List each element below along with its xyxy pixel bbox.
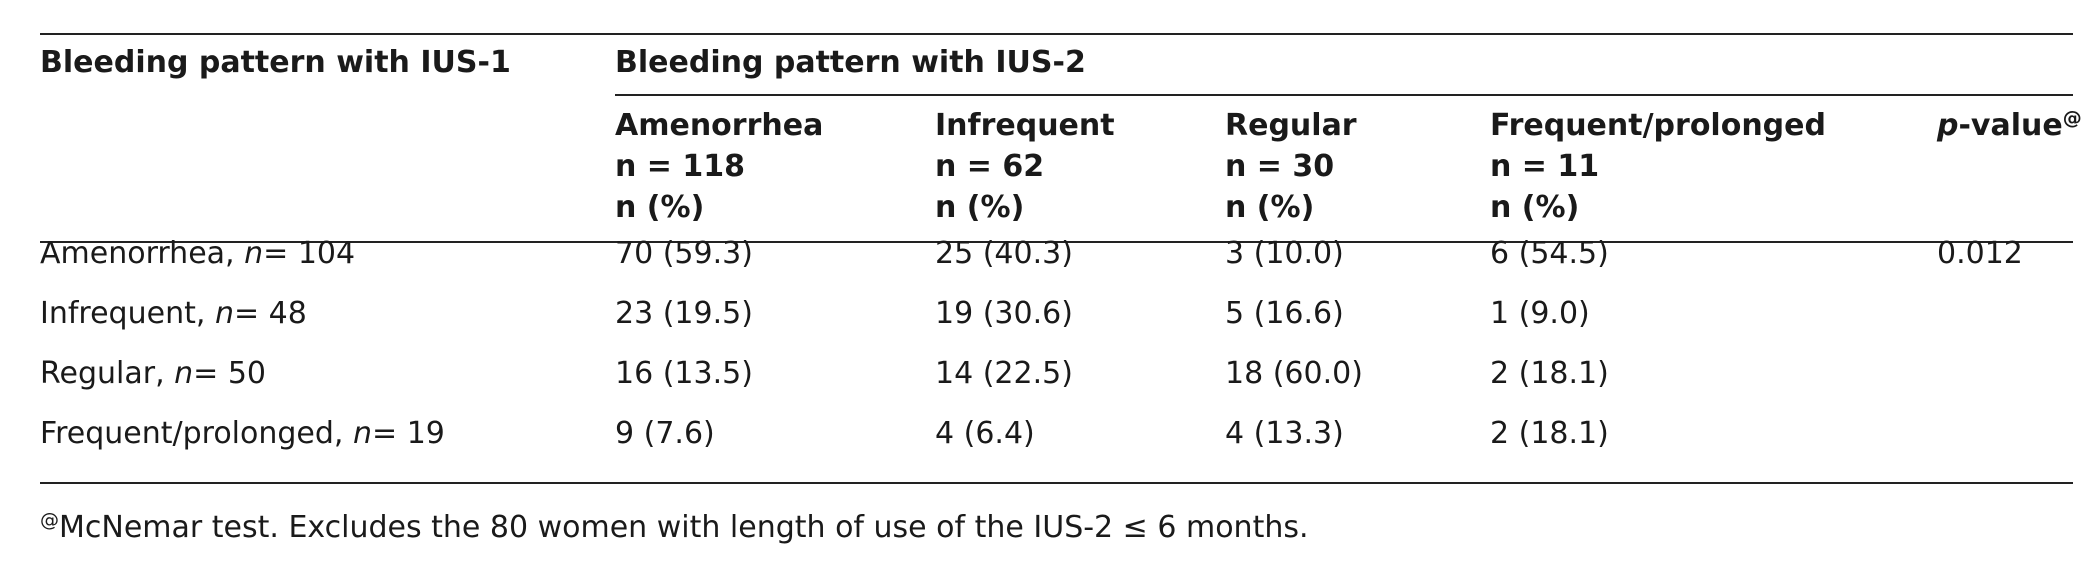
row-n-symbol: n: [214, 296, 234, 331]
row-label-text: Regular,: [40, 356, 165, 391]
cell: 1 (9.0): [1490, 296, 1590, 331]
row-n-value: = 50: [193, 356, 267, 391]
column-group-header: Bleeding pattern with IUS-2: [615, 45, 1086, 80]
column-name: Regular: [1225, 108, 1357, 143]
column-n: n = 118: [615, 149, 746, 184]
row-label-text: Amenorrhea,: [40, 236, 235, 271]
cell: 6 (54.5): [1490, 236, 1609, 271]
column-unit: n (%): [1225, 190, 1315, 225]
cell: 4 (13.3): [1225, 416, 1344, 451]
row-label: Regular, n= 50: [40, 356, 266, 392]
column-n: n = 62: [935, 149, 1045, 184]
cell: 70 (59.3): [615, 236, 753, 271]
row-label: Amenorrhea, n= 104: [40, 236, 355, 272]
row-header: Bleeding pattern with IUS-1: [40, 45, 511, 80]
p-value: 0.012: [1937, 236, 2023, 271]
header-rule: [40, 241, 2073, 243]
p-value-header: p-value@: [1937, 108, 2082, 144]
cell: 19 (30.6): [935, 296, 1073, 331]
column-name: Frequent/prolonged: [1490, 108, 1826, 143]
cell: 18 (60.0): [1225, 356, 1363, 391]
cell: 4 (6.4): [935, 416, 1035, 451]
column-n: n = 30: [1225, 149, 1335, 184]
cell: 2 (18.1): [1490, 416, 1609, 451]
row-n-symbol: n: [244, 236, 264, 271]
row-label: Frequent/prolonged, n= 19: [40, 416, 445, 452]
p-text: -value: [1958, 108, 2063, 143]
cell: 23 (19.5): [615, 296, 753, 331]
cell: 14 (22.5): [935, 356, 1073, 391]
row-n-value: = 104: [263, 236, 356, 271]
row-label: Infrequent, n= 48: [40, 296, 307, 332]
column-unit: n (%): [615, 190, 705, 225]
cell: 9 (7.6): [615, 416, 715, 451]
cell: 25 (40.3): [935, 236, 1073, 271]
p-symbol: p: [1937, 108, 1959, 143]
bottom-rule: [40, 482, 2073, 484]
p-superscript: @: [2062, 107, 2082, 129]
row-label-text: Frequent/prolonged,: [40, 416, 344, 451]
column-unit: n (%): [1490, 190, 1580, 225]
row-n-value: = 48: [233, 296, 307, 331]
row-n-value: = 19: [372, 416, 445, 451]
column-name: Amenorrhea: [615, 108, 824, 143]
row-label-text: Infrequent,: [40, 296, 206, 331]
cell: 3 (10.0): [1225, 236, 1344, 271]
footnote: @McNemar test. Excludes the 80 women wit…: [40, 510, 1309, 546]
row-n-symbol: n: [174, 356, 194, 391]
cell: 2 (18.1): [1490, 356, 1609, 391]
group-rule: [615, 94, 2073, 96]
footnote-superscript: @: [40, 509, 59, 531]
column-name: Infrequent: [935, 108, 1115, 143]
row-n-symbol: n: [353, 416, 373, 451]
cell: 16 (13.5): [615, 356, 753, 391]
column-unit: n (%): [935, 190, 1025, 225]
footnote-text: McNemar test. Excludes the 80 women with…: [59, 510, 1309, 545]
top-rule: [40, 33, 2073, 35]
column-n: n = 11: [1490, 149, 1600, 184]
cell: 5 (16.6): [1225, 296, 1344, 331]
